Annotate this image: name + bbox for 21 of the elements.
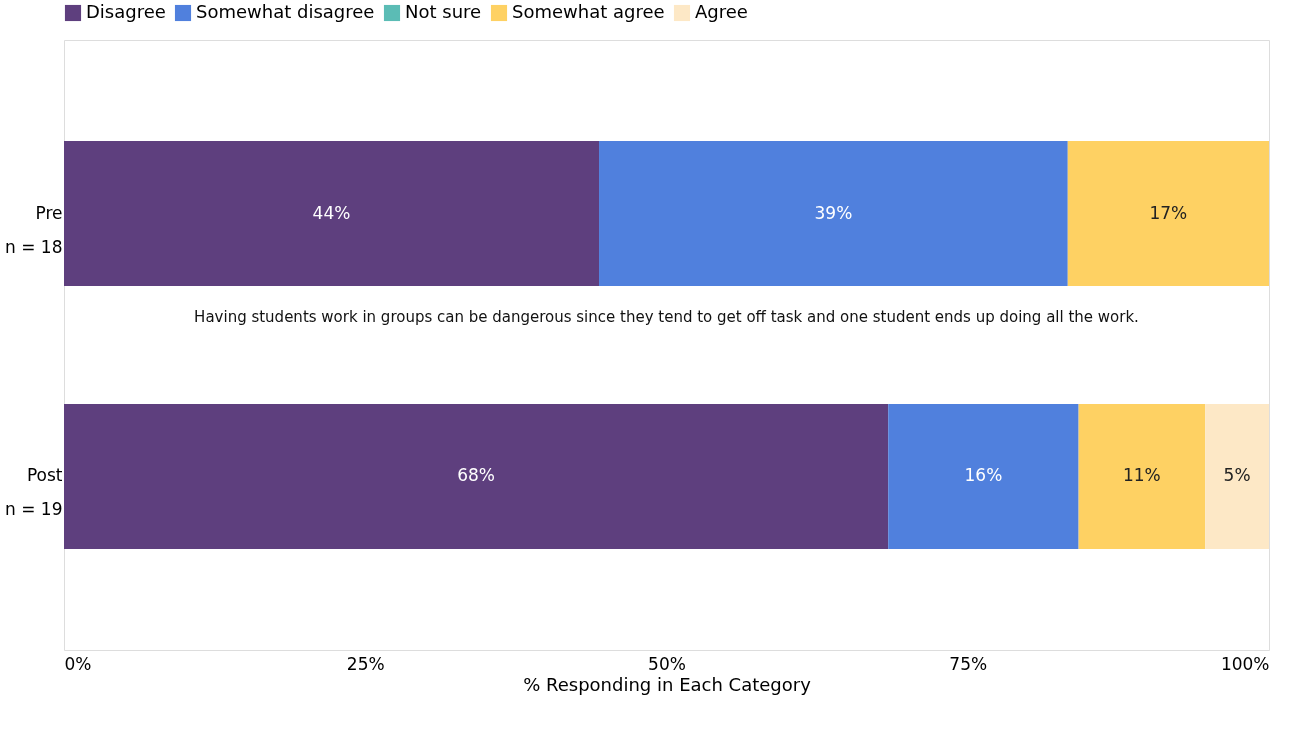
x-tick-label: 100% bbox=[1220, 653, 1270, 674]
data-label: 16% bbox=[964, 465, 1003, 486]
legend-label: Somewhat agree bbox=[512, 1, 665, 22]
y-tick-label: Pre n = 18 bbox=[5, 202, 63, 257]
data-label: 11% bbox=[1122, 465, 1161, 486]
x-tick-label: 0% bbox=[64, 653, 92, 674]
x-axis-title: % Responding in Each Category bbox=[523, 673, 812, 695]
legend-label: Disagree bbox=[86, 1, 166, 22]
data-label: 68% bbox=[457, 465, 496, 486]
data-label: 5% bbox=[1223, 465, 1251, 486]
legend-label: Somewhat disagree bbox=[196, 1, 375, 22]
legend-label: Agree bbox=[695, 1, 748, 22]
annotation: Having students work in groups can be dangerous since they tend to get off task and one student ends up doing all the work. bbox=[194, 308, 1139, 326]
data-label: 44% bbox=[312, 202, 351, 223]
y-tick-label: Post n = 19 bbox=[5, 465, 63, 520]
data-label: 39% bbox=[814, 202, 853, 223]
x-tick-label: 25% bbox=[346, 653, 385, 674]
data-label: 17% bbox=[1149, 202, 1188, 223]
x-tick-label: 75% bbox=[949, 653, 988, 674]
legend-label: Not sure bbox=[405, 1, 482, 22]
x-tick-label: 50% bbox=[648, 653, 686, 674]
